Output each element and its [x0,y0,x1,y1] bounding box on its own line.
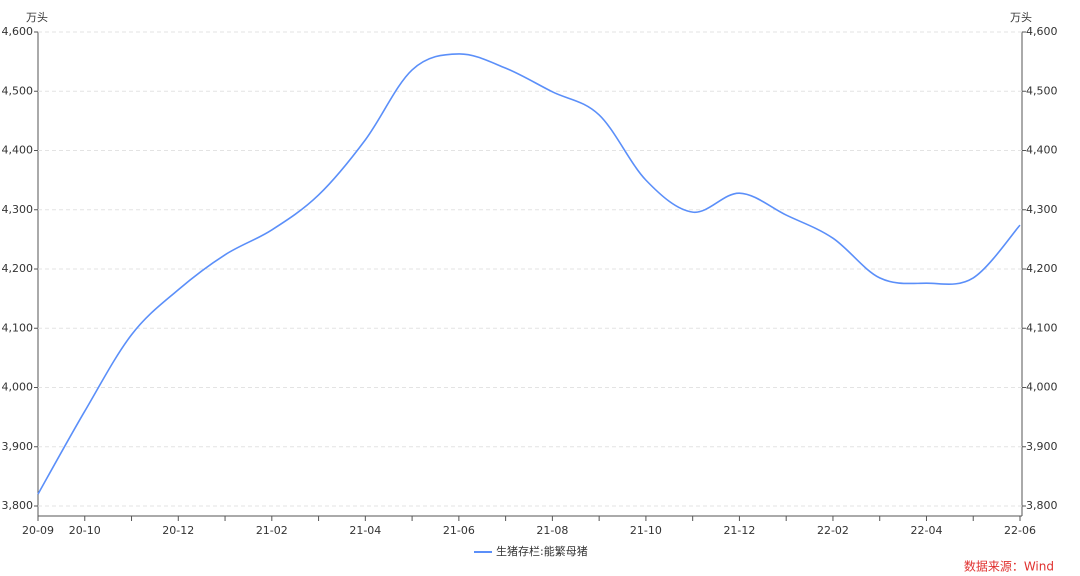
y-tick-label: 4,500 [2,84,34,97]
y2-tick-label: 4,200 [1026,262,1058,275]
y-tick-label: 4,600 [2,25,34,38]
y-tick-label: 4,200 [2,262,34,275]
y2-tick-label: 4,400 [1026,144,1058,157]
legend-label: 生猪存栏:能繁母猪 [496,544,588,558]
x-tick-label: 22-06 [1004,524,1036,537]
y2-tick-label: 3,900 [1026,440,1058,453]
y2-tick-label: 4,300 [1026,203,1058,216]
y2-tick-label: 4,600 [1026,25,1058,38]
x-tick-label: 20-10 [69,524,101,537]
x-tick-label: 21-08 [536,524,568,537]
y2-unit: 万头 [1010,11,1032,24]
y-tick-label: 4,300 [2,203,34,216]
x-tick-label: 21-04 [349,524,381,537]
x-tick-label: 22-04 [910,524,942,537]
y-tick-label: 4,100 [2,321,34,334]
source: 数据来源：Wind [964,559,1054,574]
x-tick-label: 21-06 [443,524,475,537]
x-tick-label: 20-12 [162,524,194,537]
x-tick-label: 22-02 [817,524,849,537]
y-tick-label: 3,800 [2,499,34,512]
y2-tick-label: 3,800 [1026,499,1058,512]
x-tick-label: 21-02 [256,524,288,537]
x-tick-label: 21-12 [723,524,755,537]
x-tick-label: 21-10 [630,524,662,537]
y-tick-label: 3,900 [2,440,34,453]
y-unit: 万头 [26,11,48,24]
y2-tick-label: 4,100 [1026,321,1058,334]
y-tick-label: 4,400 [2,144,34,157]
y-tick-label: 4,000 [2,381,34,394]
y2-tick-label: 4,000 [1026,381,1058,394]
x-tick-label: 20-09 [22,524,54,537]
line [37,53,1021,495]
y2-tick-label: 4,500 [1026,84,1058,97]
